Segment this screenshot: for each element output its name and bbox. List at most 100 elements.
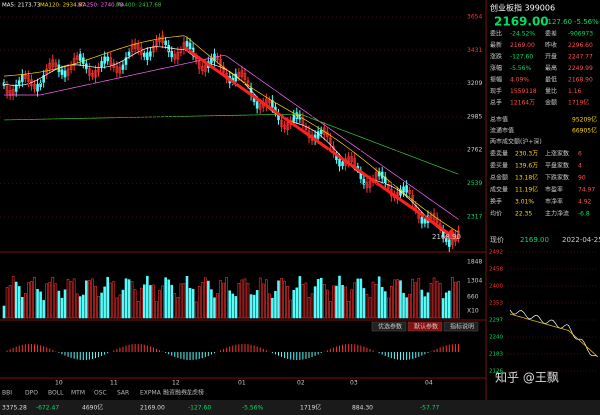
price-axis-label: 3431 xyxy=(467,47,482,54)
volume-bar xyxy=(42,300,45,319)
quote-label: 量比 xyxy=(545,87,557,95)
stat-value: 13.18亿 xyxy=(515,174,538,182)
volume-bar xyxy=(155,301,158,319)
quote-label: 涨跌 xyxy=(490,53,502,61)
status-value: 3375.28 xyxy=(2,405,27,412)
price-axis-label: 2539 xyxy=(467,180,482,187)
stat-value: 139.6万 xyxy=(515,163,538,170)
candle-body xyxy=(103,56,106,64)
candle-body xyxy=(42,75,45,83)
volume-bar xyxy=(63,289,67,319)
candle-body xyxy=(197,61,201,69)
volume-bar xyxy=(51,276,55,319)
candle-body xyxy=(124,57,128,65)
mini-axis-label: 2353 xyxy=(489,301,503,307)
candle-body xyxy=(127,51,131,56)
stat-label: 换手 xyxy=(490,198,502,206)
stat-label: 委卖量 xyxy=(490,150,508,158)
quote-value: -906973 xyxy=(568,31,593,38)
volume-bar xyxy=(249,294,253,319)
volume-bar xyxy=(197,286,201,319)
quote-value: 2169.00 xyxy=(510,42,535,49)
quote-label: 最新 xyxy=(490,41,502,49)
volume-bar xyxy=(444,292,448,319)
indicator-tab[interactable]: DPO xyxy=(25,390,38,397)
date-axis-label: 12 xyxy=(172,380,180,387)
volume-bar xyxy=(380,286,384,319)
volume-bar xyxy=(438,283,442,319)
quote-title: 创业板指 399006 xyxy=(490,3,555,13)
volume-bar xyxy=(301,283,305,319)
macd-button-label[interactable]: 默认参数 xyxy=(414,323,438,331)
candle-body xyxy=(146,52,149,60)
volume-bar xyxy=(292,289,296,319)
candle-body xyxy=(164,40,167,46)
volume-bar xyxy=(307,297,311,319)
mini-price-line xyxy=(509,309,598,357)
macd-button-label[interactable]: 指标说明 xyxy=(450,323,474,331)
date-axis-label: 01 xyxy=(238,380,246,387)
candle-body xyxy=(210,57,213,63)
candle-body xyxy=(8,90,12,96)
volume-bar xyxy=(57,290,61,319)
volume-bar xyxy=(185,276,189,319)
volume-bar xyxy=(219,280,222,319)
volume-bar xyxy=(383,291,387,319)
candle-body xyxy=(136,44,140,51)
candle-body xyxy=(133,42,137,49)
stat-value: 11.19亿 xyxy=(515,186,538,194)
volume-bar xyxy=(143,284,146,319)
quote-value: 2168.90 xyxy=(568,77,593,84)
volume-bar xyxy=(457,281,460,319)
indicator-tab[interactable]: EXPMA xyxy=(140,390,162,397)
candle-body xyxy=(176,51,180,60)
ma-line xyxy=(3,46,459,240)
volume-axis-label: 660 xyxy=(467,294,479,301)
candle-body xyxy=(286,122,289,130)
price-axis-label: 3209 xyxy=(467,80,482,87)
indicator-tab[interactable]: BOLL xyxy=(48,390,64,397)
volume-bar xyxy=(39,291,42,319)
volume-bar xyxy=(319,277,323,319)
indicator-tab[interactable]: BBI xyxy=(2,390,12,397)
indicator-tab[interactable]: MTM xyxy=(71,390,85,397)
price-axis-label: 2762 xyxy=(467,147,482,154)
volume-bar xyxy=(246,282,250,319)
stat-label: 总金额 xyxy=(490,174,508,182)
volume-bar xyxy=(5,287,9,319)
volume-bar xyxy=(405,297,408,319)
volume-bar xyxy=(441,298,445,319)
volume-bar xyxy=(213,297,216,319)
mini-avg-line xyxy=(509,313,598,358)
macd-button[interactable] xyxy=(443,321,479,332)
volume-bar xyxy=(225,277,228,319)
volume-bar xyxy=(173,293,177,319)
volume-bar xyxy=(66,279,70,319)
volume-bar xyxy=(30,281,33,319)
volume-bar xyxy=(94,286,97,319)
volume-bar xyxy=(124,278,128,319)
macd-button[interactable] xyxy=(371,321,407,332)
indicator-tab[interactable]: 龙虎榜 xyxy=(186,389,204,397)
candle-body xyxy=(341,161,344,166)
volume-bar xyxy=(408,293,411,319)
price-axis-label: 3654 xyxy=(467,14,482,21)
indicator-tab[interactable]: SAR xyxy=(117,390,129,397)
macd-button-label[interactable]: 优选参数 xyxy=(378,323,402,331)
macd-button[interactable] xyxy=(407,321,443,332)
indicator-tab[interactable]: OSC xyxy=(94,390,107,397)
date-axis-label: 04 xyxy=(425,380,433,387)
candle-body xyxy=(36,83,39,92)
volume-bar xyxy=(390,285,393,319)
stat-label: 市盈率 xyxy=(545,186,563,194)
volume-bar xyxy=(106,276,109,319)
candle-body xyxy=(100,61,103,68)
quote-price: 2169.00 xyxy=(494,15,549,29)
stat-label: 成交量 xyxy=(490,186,508,194)
volume-bar xyxy=(72,278,76,319)
volume-bar xyxy=(20,296,24,319)
volume-bar xyxy=(271,297,274,319)
stat-label: 下跌家数 xyxy=(545,174,569,182)
stat-value: 22.35 xyxy=(515,211,532,218)
indicator-tab[interactable]: 融资融券 xyxy=(163,389,187,397)
